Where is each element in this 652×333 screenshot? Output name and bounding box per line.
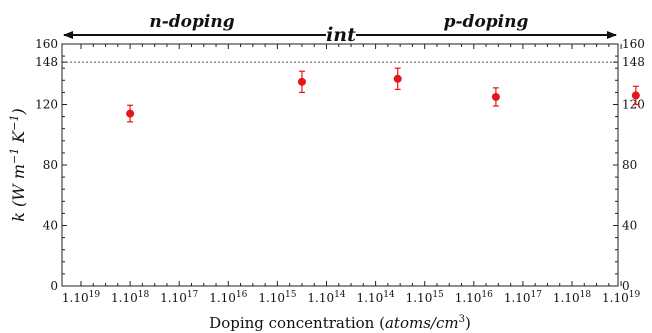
data-point xyxy=(631,91,640,100)
y-axis-title: k (W m−1 K−1) xyxy=(8,108,28,221)
y-tick-label-left: 120 xyxy=(35,98,58,112)
plot-frame xyxy=(61,43,619,287)
data-point xyxy=(297,77,306,86)
y-tick-label-left: 80 xyxy=(43,158,58,172)
p-doping-label: p-doping xyxy=(444,12,529,32)
data-points xyxy=(126,67,640,123)
x-tick-label: 1.1017 xyxy=(504,290,542,305)
x-tick-label: 1.1014 xyxy=(307,290,345,305)
y-tick-label-left: 160 xyxy=(35,37,58,51)
intrinsic-label: int xyxy=(326,24,356,46)
x-tick-label: 1.1018 xyxy=(111,290,149,305)
n-doping-label: n-doping xyxy=(149,12,234,32)
y-tick-label-left: 148 xyxy=(35,55,58,69)
data-point xyxy=(126,109,135,118)
x-tick-label: 1.1019 xyxy=(602,290,640,305)
y-tick-label-left: 0 xyxy=(50,279,58,293)
data-point xyxy=(491,92,500,101)
x-tick-label: 1.1016 xyxy=(209,290,247,305)
x-tick-label: 1.1019 xyxy=(62,290,100,305)
x-tick-label: 1.1014 xyxy=(357,290,395,305)
y-tick-label-right: 80 xyxy=(622,158,637,172)
x-tick-label: 1.1015 xyxy=(258,290,296,305)
y-tick-label-left: 40 xyxy=(43,219,58,233)
x-tick-label: 1.1016 xyxy=(455,290,493,305)
y-tick-label-right: 148 xyxy=(622,55,645,69)
x-tick-label: 1.1018 xyxy=(553,290,591,305)
x-ticks: 1.1019 1.1018 1.1017 1.1016 1.1015 1.1014 1.10… xyxy=(62,44,640,305)
data-point xyxy=(393,74,402,83)
x-tick-label: 1.1017 xyxy=(160,290,198,305)
x-tick-label: 1.1015 xyxy=(406,290,444,305)
y-tick-label-right: 160 xyxy=(622,37,645,51)
x-axis-title: Doping concentration (atoms/cm3) xyxy=(209,314,471,332)
y-tick-label-right: 40 xyxy=(622,219,637,233)
region-annotations: n-doping int p-doping xyxy=(63,12,617,46)
y-tick-label-right: 0 xyxy=(622,279,630,293)
